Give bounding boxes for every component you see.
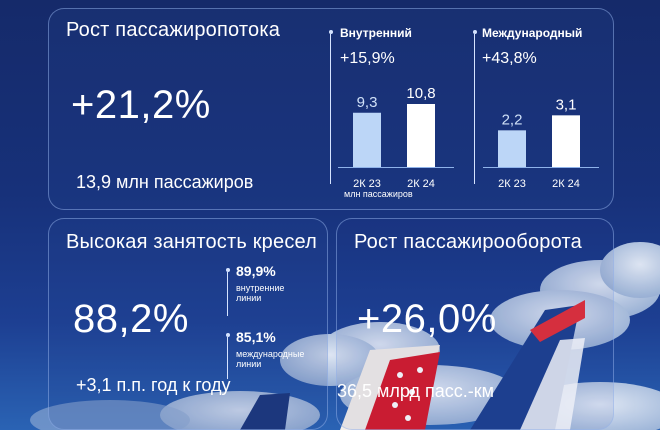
international-bar-1 — [552, 115, 580, 167]
seat-occupancy-card: Высокая занятость кресел 88,2% +3,1 п.п.… — [48, 218, 328, 430]
passenger-growth-title: Рост пассажиропотока — [66, 19, 281, 41]
domestic-bar-label-0: 9,3 — [357, 94, 378, 111]
passenger-growth-card: Рост пассажиропотока +21,2% 13,9 млн пас… — [48, 8, 614, 210]
international-chart-title: Международный — [482, 26, 583, 40]
domestic-occupancy-line — [227, 272, 228, 316]
domestic-unit: млн пассажиров — [344, 189, 413, 199]
seat-occupancy-subtitle: +3,1 п.п. год к году — [76, 375, 231, 395]
domestic-occupancy-label: внутренние линии — [236, 283, 285, 303]
passenger-turnover-value: +26,0% — [357, 297, 497, 341]
domestic-bar-0 — [353, 112, 381, 167]
passenger-turnover-title: Рост пассажирооборота — [354, 231, 582, 253]
passenger-turnover-subtitle: 36,5 млрд пасс.-км — [337, 381, 495, 401]
international-bar-label-1: 3,1 — [556, 96, 577, 113]
international-bar-chart: 2,2 2К 23 3,1 2К 24 — [483, 96, 599, 190]
domestic-category-label-0: 2К 23 — [353, 178, 381, 190]
red-tail — [340, 345, 440, 430]
international-category-label-1: 2К 24 — [552, 178, 580, 190]
domestic-occupancy-dot — [226, 268, 230, 272]
international-bar-0 — [498, 130, 526, 167]
seat-occupancy-title: Высокая занятость кресел — [66, 231, 318, 253]
domestic-bar-1 — [407, 104, 435, 167]
domestic-bar-chart: 9,3 2К 23 10,8 2К 24 — [338, 85, 454, 190]
international-occupancy-dot — [226, 333, 230, 337]
domestic-marker-dot — [329, 30, 333, 34]
international-occupancy-value: 85,1% — [236, 329, 276, 345]
domestic-marker-line — [330, 34, 331, 184]
passenger-turnover-card: Рост пассажирооборота +26,0% 36,5 млрд п… — [336, 218, 614, 430]
international-marker-line — [474, 34, 475, 184]
international-marker-dot — [473, 30, 477, 34]
international-growth: +43,8% — [482, 50, 537, 67]
international-occupancy-line — [227, 337, 228, 379]
seat-occupancy-value: 88,2% — [73, 297, 189, 341]
domestic-chart-title: Внутренний — [340, 26, 412, 40]
domestic-growth: +15,9% — [340, 50, 395, 67]
international-bar-label-0: 2,2 — [502, 111, 523, 128]
international-occupancy-label: международные линии — [236, 349, 305, 369]
passenger-growth-value: +21,2% — [71, 83, 211, 127]
passenger-growth-subtitle: 13,9 млн пассажиров — [76, 172, 254, 192]
international-category-label-0: 2К 23 — [498, 178, 526, 190]
domestic-occupancy-value: 89,9% — [236, 263, 276, 279]
domestic-category-label-1: 2К 24 — [407, 178, 435, 190]
blue-tail — [470, 300, 585, 430]
left-tail — [240, 393, 290, 430]
domestic-bar-label-1: 10,8 — [406, 85, 435, 102]
